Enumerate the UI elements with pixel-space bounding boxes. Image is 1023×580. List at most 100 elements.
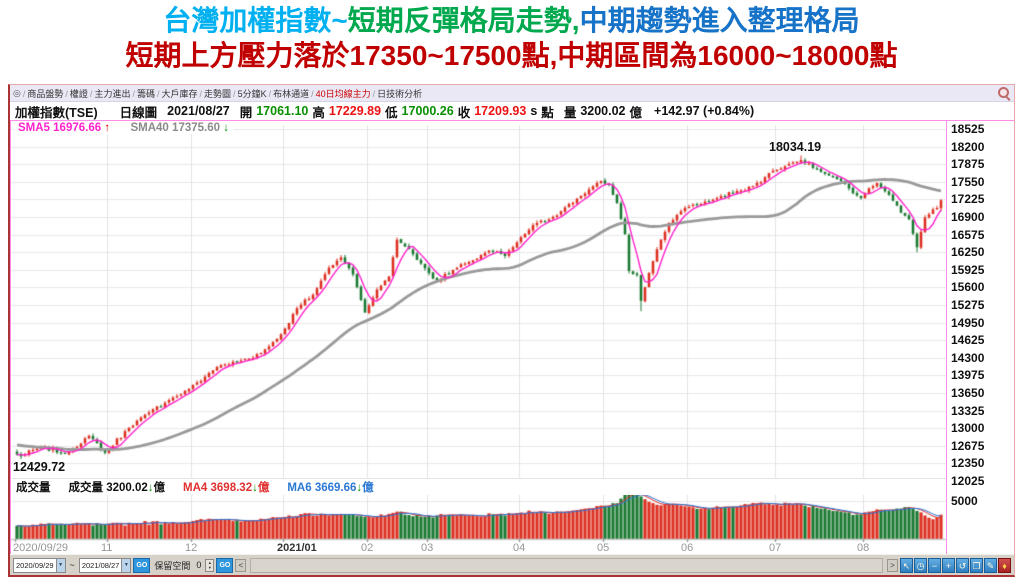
volume-label: 量: [563, 105, 577, 120]
sma-legend: SMA5 16976.66 ↑ SMA40 17375.60 ↓: [14, 122, 233, 134]
series-high-annotation: 18034.19: [769, 139, 822, 154]
price-axis-label: 15600: [951, 280, 985, 295]
tab-item-8[interactable]: 40日均線主力: [315, 88, 371, 99]
sma40-label: SMA40: [130, 122, 169, 134]
tab-separator: /: [199, 88, 203, 99]
volume-axis-label: 5000: [951, 494, 978, 508]
vol-ma6-label: MA6: [287, 482, 312, 494]
tab-separator: /: [372, 88, 376, 99]
pointer-icon[interactable]: ↖: [900, 557, 913, 573]
scrollbar-thumb[interactable]: [251, 558, 882, 572]
date-axis-label: 12: [185, 542, 198, 554]
tab-item-6[interactable]: 5分鐘K: [237, 88, 267, 99]
date-axis-label: 02: [361, 542, 374, 554]
tab-item-3[interactable]: 籌碼: [136, 88, 155, 99]
high-value: 17229.89: [328, 104, 382, 118]
price-axis-label: 13000: [951, 421, 985, 436]
tab-item-2[interactable]: 主力進出: [94, 88, 131, 99]
date-axis-label: 06: [681, 542, 694, 554]
go-button[interactable]: GO: [133, 557, 151, 573]
reserve-space-label: 保留空間: [154, 560, 191, 571]
price-axis-label: 12350: [951, 456, 985, 471]
scroll-left-button[interactable]: <: [235, 558, 247, 572]
series-low-annotation: 12429.72: [13, 460, 66, 475]
price-axis-label: 16250: [951, 245, 985, 260]
zoom-out-icon[interactable]: −: [928, 557, 941, 573]
chevron-down-icon[interactable]: ▼: [55, 558, 65, 572]
headline-segment: 短期反彈格局走勢,: [347, 5, 580, 36]
volume-series-unit: 億: [153, 482, 166, 494]
tab-bar: ◎ / 商品盤勢 / 權證 / 主力進出 / 籌碼 / 大戶庫存 / 走勢圖/5分鐘K / 布林通道/40…: [10, 85, 1014, 102]
tab-item-9[interactable]: 日技術分析: [377, 88, 423, 99]
draw-icon[interactable]: ✎: [984, 557, 997, 573]
reserve-space-spinner[interactable]: ▲ ▼: [205, 558, 215, 572]
chevron-down-icon[interactable]: ▼: [121, 558, 131, 572]
home-icon[interactable]: ◎: [13, 87, 21, 98]
price-axis-label: 18525: [951, 122, 985, 136]
date-axis-label: 2020/09/29: [13, 542, 69, 554]
volume-series-value: 3200.02: [106, 482, 148, 494]
volume-series-label: 成交量: [68, 482, 104, 494]
window-icon[interactable]: ❐: [970, 557, 983, 573]
alert-bell-icon[interactable]: ♦: [998, 557, 1011, 573]
vol-ma6-down-arrow-icon: ↓: [356, 482, 363, 494]
price-axis-label: 14950: [951, 315, 985, 330]
point-unit: 點: [541, 105, 554, 120]
vol-ma6-unit: 億: [362, 482, 374, 494]
vol-ma6-value: 3669.66: [314, 482, 357, 494]
date-axis-label: 08: [857, 542, 870, 554]
headline-segment: 中期趨勢進入整理格局: [579, 5, 860, 36]
chart-area: SMA5 16976.66 ↑ SMA40 17375.60 ↓ 18034.1…: [10, 121, 1014, 556]
vol-ma4-label: MA4: [183, 482, 208, 494]
price-axis-label: 14625: [951, 333, 985, 348]
status-bar: 2020/09/29 ▼ ~ 2021/08/27 ▼ GO 保留空間 0 ▲ ▼…: [10, 554, 1014, 575]
date-to-value: 2021/08/27: [81, 560, 120, 570]
tab-item-7[interactable]: 布林通道: [273, 88, 310, 99]
change-value: +142.97 (+0.84%): [654, 104, 755, 118]
date-from-select[interactable]: 2020/09/29 ▼: [13, 557, 66, 573]
tab-item-0[interactable]: 商品盤勢: [27, 88, 64, 99]
sma40-value: 17375.60: [172, 122, 221, 134]
headline-line1: 台灣加權指數~短期反彈格局走勢,中期趨勢進入整理格局: [0, 3, 1023, 38]
vol-ma4-unit: 億: [257, 482, 270, 494]
undo-icon[interactable]: ↺: [956, 557, 969, 573]
tab-separator: /: [65, 88, 68, 99]
headline-line2: 短期上方壓力落於17350~17500點,中期區間為16000~18000點: [0, 38, 1023, 73]
open-label: 開: [239, 105, 253, 120]
quote-date: 2021/08/27: [167, 104, 230, 118]
low-value: 17000.26: [401, 104, 454, 118]
volume-down-arrow-icon: ↓: [147, 482, 154, 494]
date-from-value: 2020/09/29: [16, 560, 54, 570]
tab-separator: /: [268, 88, 272, 99]
tick-flag: s: [530, 104, 538, 118]
horizontal-scrollbar[interactable]: [250, 557, 883, 573]
tab-separator: /: [156, 88, 160, 99]
date-axis-label: 03: [421, 542, 434, 554]
date-axis-label: 04: [513, 542, 526, 554]
price-axis-label: 13650: [951, 386, 985, 400]
go-button-2[interactable]: GO: [216, 557, 234, 573]
reserve-space-value: 0: [196, 560, 202, 570]
clock-icon[interactable]: ◷: [914, 557, 927, 573]
date-axis-label: 11: [101, 542, 113, 554]
date-to-select[interactable]: 2021/08/27 ▼: [78, 557, 132, 573]
high-label: 高: [312, 105, 325, 120]
tab-item-1[interactable]: 權證: [69, 88, 88, 99]
date-axis-label: 2021/01: [277, 542, 317, 554]
toolbar-icon-strip: ↖ ◷ − + ↺ ❐ ✎ ♦: [900, 557, 1011, 573]
scroll-right-button[interactable]: >: [887, 558, 898, 572]
close-label: 收: [457, 105, 471, 120]
sma40-down-arrow-icon: ↓: [223, 122, 229, 134]
zoom-out-magnifier-icon[interactable]: [998, 87, 1010, 99]
chart-app-window: ◎ / 商品盤勢 / 權證 / 主力進出 / 籌碼 / 大戶庫存 / 走勢圖/5分鐘K / 布林通道/40…: [8, 84, 1015, 577]
tab-item-5[interactable]: 走勢圖: [204, 88, 232, 99]
zoom-in-icon[interactable]: +: [942, 557, 955, 573]
date-axis: 2020/09/29 11 12 2021/01 02 03 04 05 06 07 08: [11, 540, 947, 556]
tab-separator: /: [22, 88, 26, 99]
price-axis-label: 17550: [951, 174, 985, 189]
symbol-name: 加權指數(TSE): [15, 105, 98, 120]
price-axis-label: 17225: [951, 192, 985, 207]
tab-item-4[interactable]: 大戶庫存: [161, 88, 198, 99]
tab-separator: /: [89, 88, 93, 99]
